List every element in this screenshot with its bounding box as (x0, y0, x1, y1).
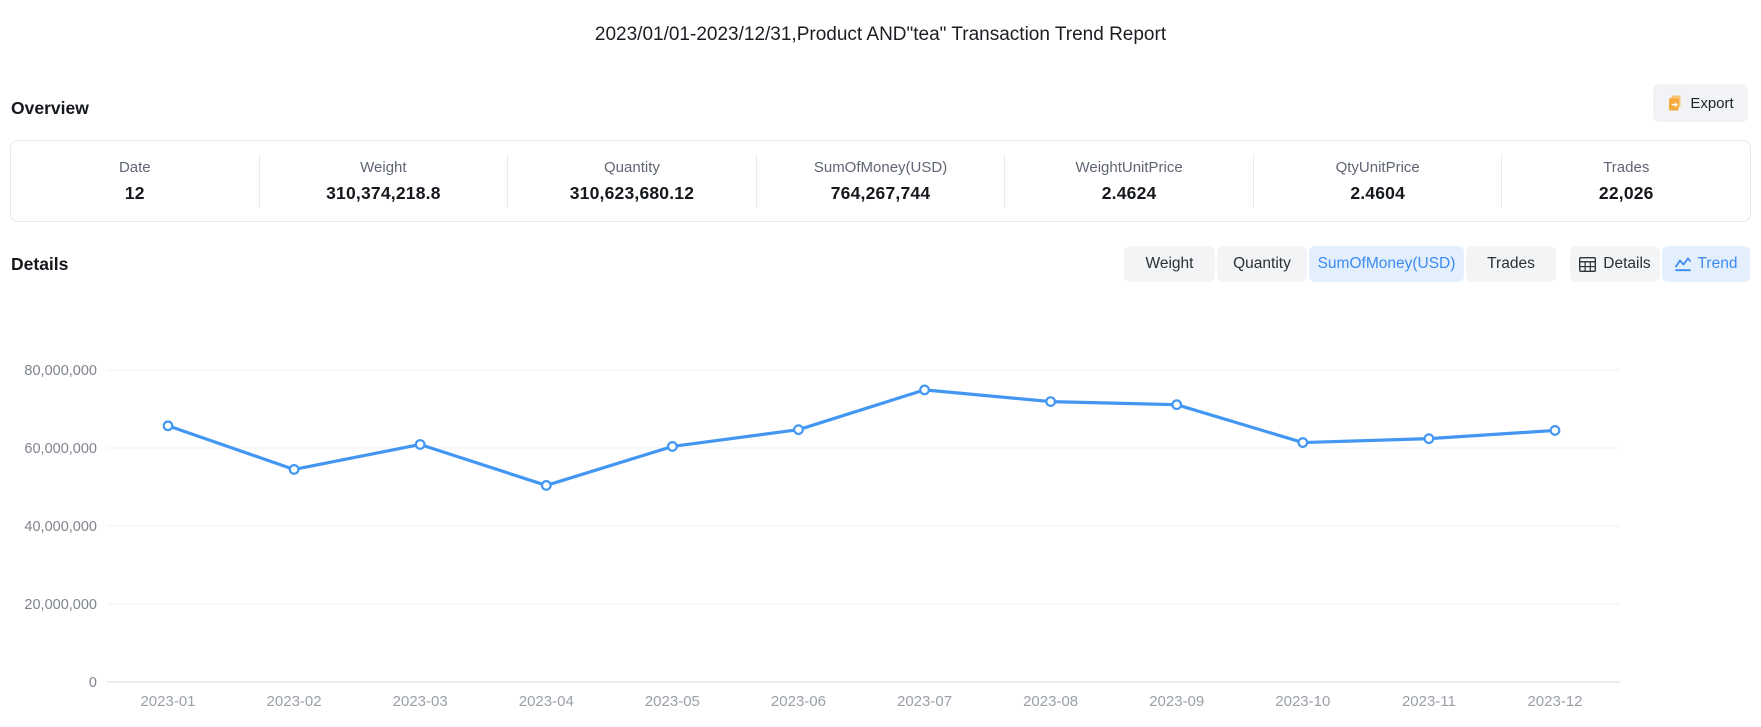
x-tick-label[interactable]: 2023-03 (393, 693, 448, 710)
tab-view-trend[interactable]: Trend (1662, 246, 1750, 282)
stat-label: SumOfMoney(USD) (813, 158, 948, 176)
trend-line (166, 388, 1557, 488)
data-point[interactable] (288, 464, 300, 475)
y-tick-label: 80,000,000 (24, 363, 97, 379)
tab-trades[interactable]: Trades (1466, 246, 1556, 282)
tab-weight[interactable]: Weight (1124, 246, 1215, 282)
data-point[interactable] (540, 480, 552, 491)
tab-sum-of-money-label: SumOfMoney(USD) (1317, 255, 1456, 272)
y-tick-label: 0 (89, 675, 97, 691)
stat-label: Weight (360, 158, 407, 176)
y-tick-label: 60,000,000 (24, 441, 97, 457)
stat-divider (1501, 154, 1503, 208)
stat-value: 2.4624 (1101, 182, 1157, 203)
stat-value: 310,374,218.8 (326, 182, 441, 203)
stat-value: 310,623,680.12 (569, 182, 695, 203)
x-tick-label[interactable]: 2023-01 (140, 693, 195, 710)
overview-heading: Overview (11, 98, 89, 118)
stat-value: 22,026 (1598, 182, 1654, 203)
x-tick-label[interactable]: 2023-07 (897, 693, 952, 710)
stat-value: 12 (124, 182, 145, 203)
trend-icon (1674, 257, 1691, 272)
x-tick-label[interactable]: 2023-08 (1023, 693, 1078, 710)
stat-divider (258, 154, 260, 208)
stat-date: Date 12 (11, 141, 259, 221)
x-tick-label[interactable]: 2023-12 (1527, 693, 1582, 710)
data-point[interactable] (1549, 425, 1561, 436)
data-point[interactable] (1297, 437, 1309, 448)
data-point[interactable] (919, 384, 930, 396)
page-title: 2023/01/01-2023/12/31,Product AND"tea" T… (594, 24, 1167, 45)
x-tick-label[interactable]: 2023-05 (645, 693, 700, 710)
x-tick-label[interactable]: 2023-04 (519, 693, 574, 710)
data-point[interactable] (1423, 433, 1435, 445)
stat-divider (1252, 154, 1254, 208)
x-tick-label[interactable]: 2023-10 (1275, 693, 1330, 710)
stat-label: WeightUnitPrice (1075, 158, 1183, 176)
stat-divider (507, 154, 509, 208)
overview-stats-card: Date 12 Weight 310,374,218.8 Quantity 31… (10, 140, 1751, 222)
stat-qty-unit-price: QtyUnitPrice 2.4604 (1254, 141, 1502, 221)
data-point[interactable] (666, 441, 678, 452)
tab-view-trend-label: Trend (1697, 255, 1738, 272)
stat-quantity: Quantity 310,623,680.12 (508, 141, 756, 221)
stat-label: Quantity (604, 158, 660, 176)
details-heading: Details (11, 254, 69, 274)
stat-label: Trades (1603, 158, 1650, 176)
tab-quantity-label: Quantity (1233, 255, 1291, 272)
data-point[interactable] (162, 420, 174, 432)
tab-view-details-label: Details (1603, 255, 1651, 272)
x-tick-label[interactable]: 2023-11 (1402, 693, 1456, 710)
trend-chart: 0 20,000,000 40,000,000 60,000,000 80,000,00… (24, 363, 1620, 710)
stat-trades: Trades 22,026 (1502, 141, 1750, 221)
tab-quantity[interactable]: Quantity (1217, 246, 1307, 282)
tab-weight-label: Weight (1145, 255, 1194, 272)
x-tick-label[interactable]: 2023-02 (267, 693, 322, 710)
stat-divider (1004, 154, 1006, 208)
x-tick-label[interactable]: 2023-09 (1149, 693, 1204, 710)
tab-view-details[interactable]: Details (1570, 246, 1660, 282)
stat-value: 2.4604 (1350, 182, 1406, 203)
stat-label: QtyUnitPrice (1335, 158, 1420, 176)
y-tick-label: 40,000,000 (24, 519, 97, 535)
table-icon (1579, 256, 1597, 272)
export-icon (1667, 95, 1683, 111)
tab-trades-label: Trades (1487, 255, 1535, 272)
data-point[interactable] (414, 439, 426, 450)
y-tick-label: 20,000,000 (24, 597, 97, 613)
stat-label: Date (118, 158, 151, 176)
stat-sum-of-money: SumOfMoney(USD) 764,267,744 (757, 141, 1005, 221)
stat-divider (755, 154, 757, 208)
stat-weight-unit-price: WeightUnitPrice 2.4624 (1005, 141, 1253, 221)
tab-sum-of-money[interactable]: SumOfMoney(USD) (1309, 246, 1464, 282)
export-button-label: Export (1690, 94, 1734, 112)
x-tick-label[interactable]: 2023-06 (771, 693, 826, 710)
data-point[interactable] (1045, 396, 1057, 407)
data-point[interactable] (793, 424, 804, 436)
data-point[interactable] (1171, 399, 1183, 411)
stat-value: 764,267,744 (830, 182, 931, 203)
export-button[interactable]: Export (1653, 84, 1748, 122)
stat-weight: Weight 310,374,218.8 (260, 141, 508, 221)
